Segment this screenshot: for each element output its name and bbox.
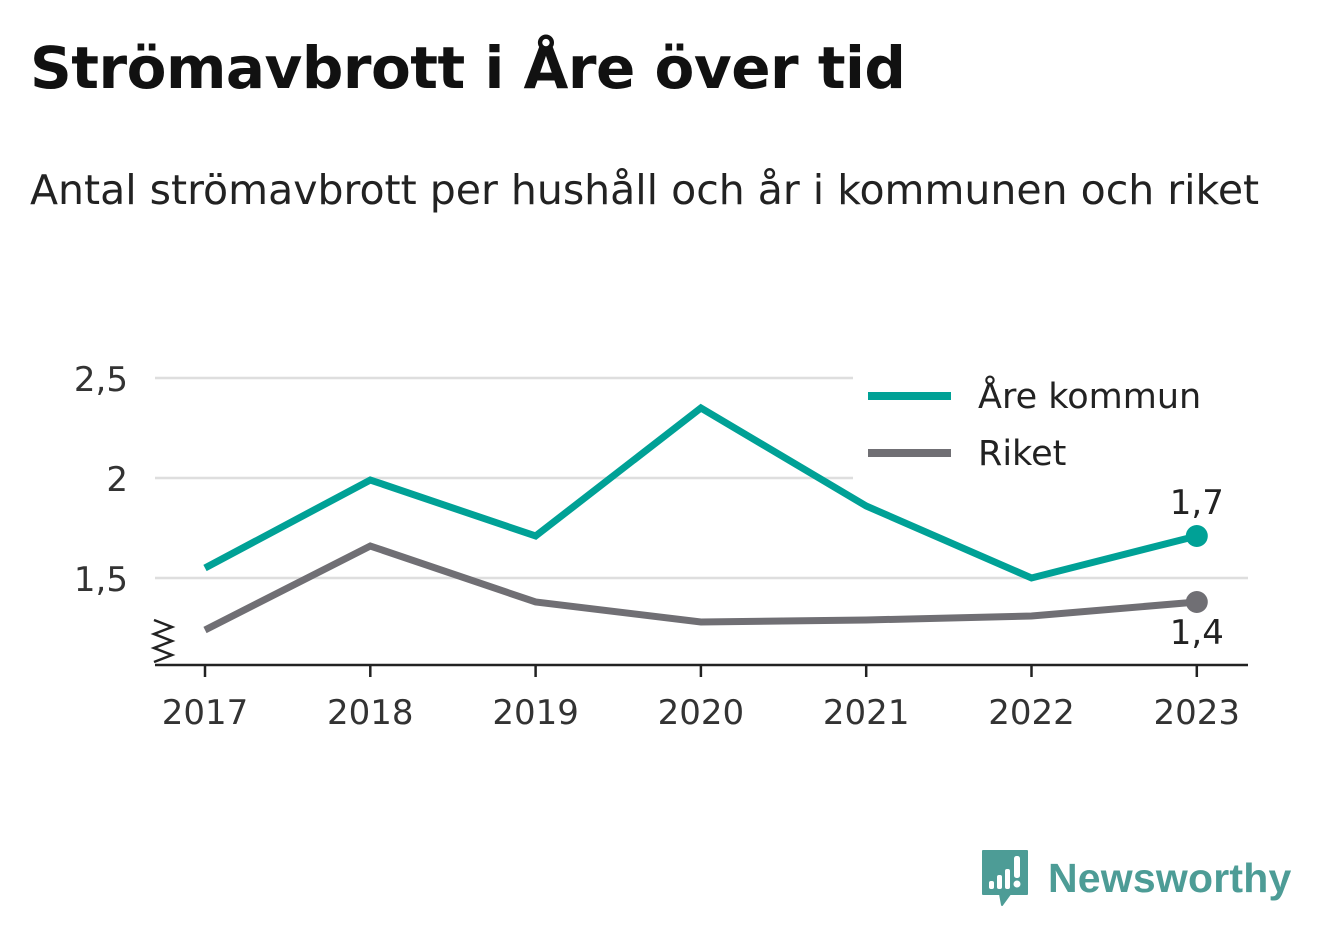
brand-name: Newsworthy [1048,854,1292,901]
x-tick-label: 2020 [658,693,745,733]
legend-label: Riket [978,434,1066,474]
legend-label: Åre kommun [978,374,1201,417]
x-tick-label: 2021 [823,693,910,733]
series-line [203,542,1198,634]
series-line [203,403,1198,582]
newsworthy-logo: Newsworthy [980,848,1292,908]
x-axis: 2017 2018 2019 2020 2021 2022 2023 [155,663,1248,733]
end-value-label: 1,4 [1170,613,1224,653]
x-tick-label: 2022 [988,693,1075,733]
chart-title: Strömavbrott i Åre över tid [30,34,906,102]
end-point [1185,591,1208,613]
newsworthy-logo-icon [982,850,1028,906]
legend-background [853,372,1248,480]
y-axis-break [150,618,176,664]
x-tick-label: 2023 [1154,693,1241,733]
chart-subtitle: Antal strömavbrott per hushåll och år i … [30,166,1260,214]
end-point [1185,525,1208,547]
legend: Åre kommun Riket [853,372,1248,480]
x-tick-label: 2018 [327,693,414,733]
y-tick-label: 2 [106,460,128,500]
y-axis-ticks: 1,5 2 2,5 [74,360,176,664]
end-value-label: 1,7 [1170,483,1224,523]
y-tick-label: 2,5 [74,360,128,400]
end-points: 1,7 1,4 [1170,483,1224,653]
x-tick-label: 2019 [492,693,579,733]
y-tick-label: 1,5 [74,560,128,600]
series-lines [203,403,1198,634]
x-tick-label: 2017 [162,693,249,733]
